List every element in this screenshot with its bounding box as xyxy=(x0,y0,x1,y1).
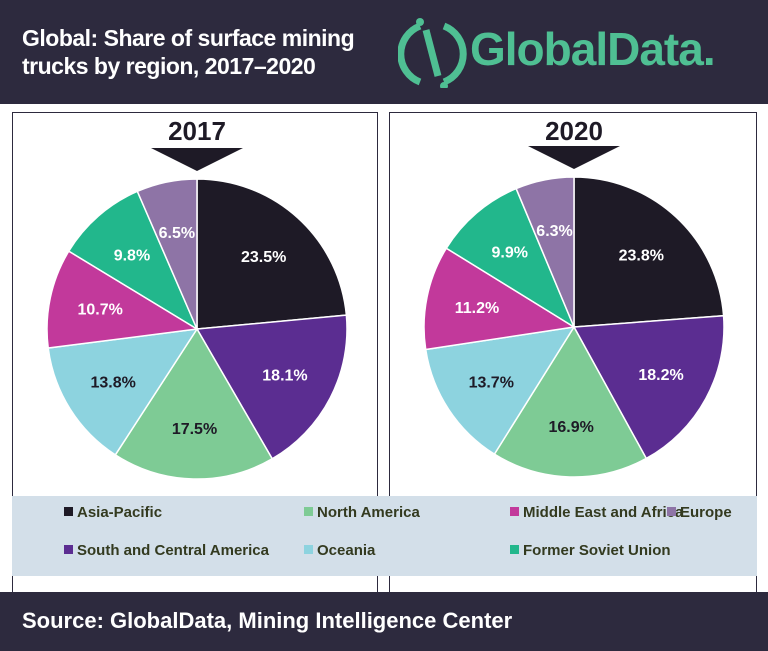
legend-label: Former Soviet Union xyxy=(523,542,671,559)
pie-slice-europe xyxy=(515,176,575,328)
data-label: 13.8% xyxy=(91,375,136,392)
legend-label: Middle East and Africa xyxy=(523,504,684,521)
title-line-2: trucks by region, 2017–2020 xyxy=(22,53,316,79)
pointer-arrow xyxy=(528,146,620,169)
pie-slice-north-america xyxy=(493,325,648,478)
data-label: 13.7% xyxy=(469,374,514,391)
chart-title: Global: Share of surface mining trucks by… xyxy=(22,24,355,80)
footer: Source: GlobalData, Mining Intelligence … xyxy=(0,592,768,651)
pie-title-2020: 2020 xyxy=(545,116,603,146)
data-label: 9.9% xyxy=(491,245,527,262)
legend-swatch xyxy=(510,507,519,516)
globaldata-logo-icon xyxy=(398,18,467,88)
legend-swatch xyxy=(64,545,73,554)
pie-slice-former-soviet-union xyxy=(67,190,199,331)
legend-swatch xyxy=(667,507,676,516)
legend: Asia-Pacific North America Middle East and… xyxy=(12,496,757,576)
data-label: 23.5% xyxy=(241,249,286,266)
data-label: 17.5% xyxy=(172,421,217,438)
legend-item: North America xyxy=(304,504,420,521)
legend-label: South and Central America xyxy=(77,542,269,559)
legend-swatch xyxy=(64,507,73,516)
source-text: Source: GlobalData, Mining Intelligence … xyxy=(22,608,513,633)
pie-slice-south-and-central-america xyxy=(572,314,725,460)
pointer-arrow xyxy=(151,148,243,171)
pie-slice-europe xyxy=(136,178,198,330)
legend-item: Former Soviet Union xyxy=(510,542,671,559)
pie-slice-middle-east-and-africa xyxy=(46,250,200,349)
pie-slice-asia-pacific xyxy=(573,176,725,328)
data-label: 18.2% xyxy=(638,367,683,384)
pie-slice-former-soviet-union xyxy=(445,187,576,329)
data-label: 18.1% xyxy=(262,367,307,384)
pie-slice-oceania xyxy=(47,328,199,456)
pie-slice-north-america xyxy=(114,327,274,480)
title-line-1: Global: Share of surface mining xyxy=(22,25,355,51)
data-label: 10.7% xyxy=(77,301,122,318)
legend-label: Oceania xyxy=(317,542,376,559)
data-label: 6.5% xyxy=(159,225,195,242)
legend-item: Asia-Pacific xyxy=(64,504,162,521)
legend-label: Europe xyxy=(680,504,732,521)
legend-swatch xyxy=(304,545,313,554)
pie-slice-asia-pacific xyxy=(196,178,348,330)
legend-item: Middle East and Africa xyxy=(510,504,683,521)
logo-text: GlobalData. xyxy=(470,23,716,75)
legend-label: Asia-Pacific xyxy=(77,504,163,521)
legend-item: Europe xyxy=(667,504,732,521)
pie-slice-oceania xyxy=(424,326,576,456)
legend-item: Oceania xyxy=(304,542,375,559)
legend-swatch xyxy=(304,507,313,516)
pie-slice-south-and-central-america xyxy=(195,314,348,460)
data-label: 9.8% xyxy=(114,247,150,264)
pie-slice-middle-east-and-africa xyxy=(423,247,577,351)
header: Global: Share of surface mining trucks by… xyxy=(0,0,768,104)
data-label: 23.8% xyxy=(619,247,664,264)
legend-swatch xyxy=(510,545,519,554)
data-label: 16.9% xyxy=(549,419,594,436)
legend-label: North America xyxy=(317,504,420,521)
pie-title-2017: 2017 xyxy=(168,116,226,146)
data-label: 6.3% xyxy=(536,223,572,240)
legend-item: South and Central America xyxy=(64,542,269,559)
data-label: 11.2% xyxy=(455,300,499,317)
